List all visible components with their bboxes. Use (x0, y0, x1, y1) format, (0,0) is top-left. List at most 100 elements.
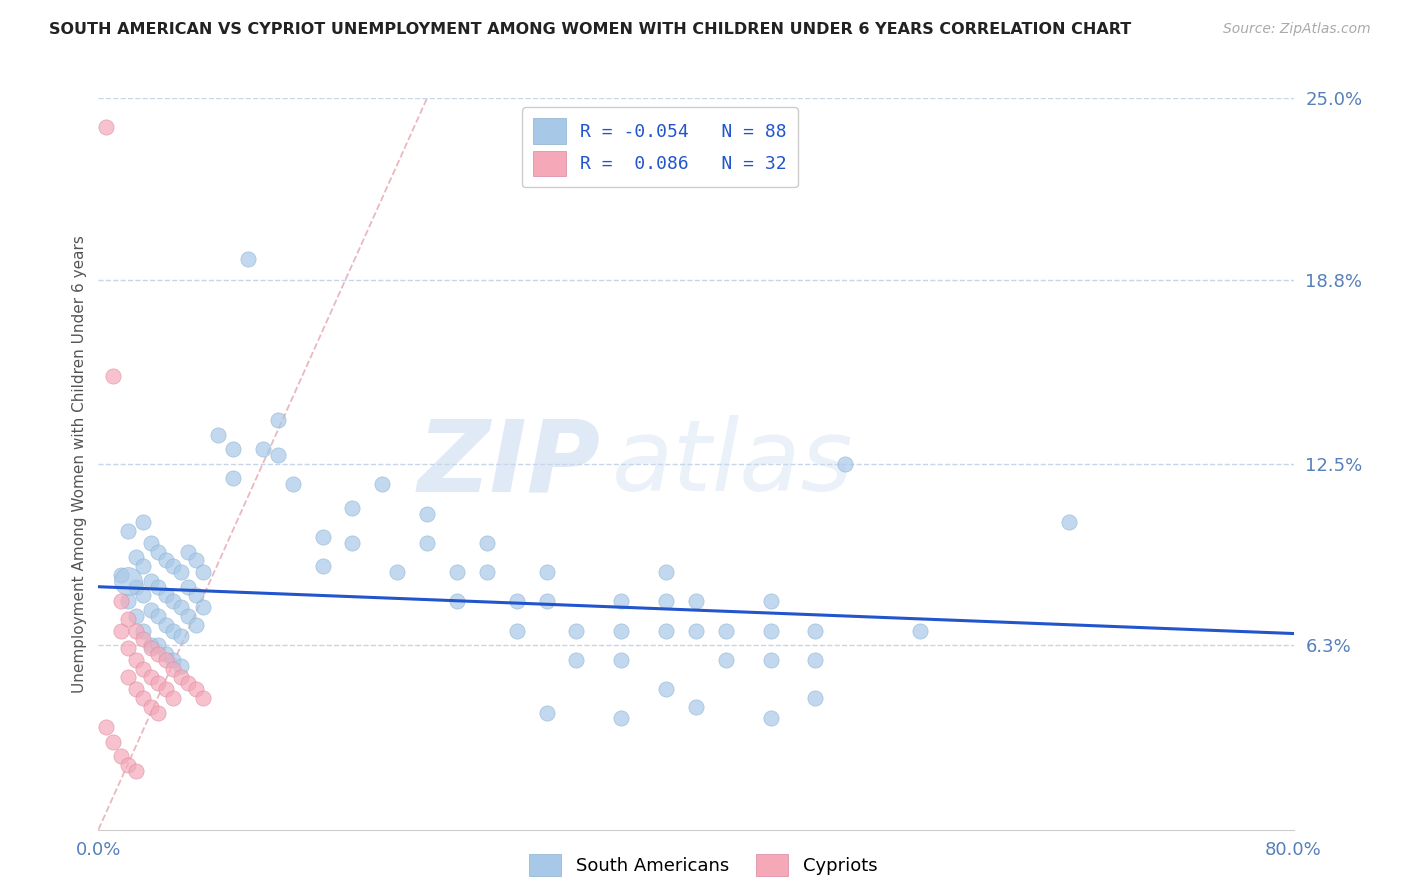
Point (139, 603, 162, 617)
Point (759, 653, 782, 667)
Point (184, 682, 207, 697)
Point (148, 544, 170, 558)
Point (169, 630, 191, 644)
Point (162, 624, 184, 638)
Text: atlas: atlas (613, 416, 853, 512)
Point (311, 559, 333, 574)
Point (281, 477, 304, 491)
Point (139, 574, 162, 588)
Point (139, 638, 162, 652)
Point (385, 565, 409, 579)
Point (685, 624, 707, 638)
Legend: South Americans, Cypriots: South Americans, Cypriots (522, 847, 884, 883)
Point (685, 594, 707, 608)
Point (155, 617, 177, 632)
Point (125, 682, 148, 697)
Point (125, 653, 148, 667)
Point (155, 553, 177, 567)
Point (252, 442, 274, 457)
Point (117, 524, 139, 538)
Point (759, 711, 782, 725)
Point (184, 589, 207, 603)
Point (103, 735, 125, 749)
Point (139, 641, 162, 656)
Point (169, 600, 191, 615)
Point (804, 653, 827, 667)
Point (655, 624, 678, 638)
Point (191, 565, 214, 579)
Point (162, 594, 184, 608)
Point (132, 624, 155, 638)
Point (132, 559, 155, 574)
Point (236, 252, 259, 266)
Point (155, 647, 177, 661)
Point (416, 507, 439, 521)
Text: ZIP: ZIP (418, 416, 600, 512)
Point (110, 568, 132, 582)
Point (117, 758, 139, 772)
Point (117, 670, 139, 684)
Point (162, 653, 184, 667)
Point (184, 553, 207, 567)
Point (804, 624, 827, 638)
Point (267, 448, 290, 462)
Point (804, 690, 827, 705)
Point (184, 617, 207, 632)
Point (834, 457, 856, 471)
Point (148, 580, 170, 594)
Point (1059, 516, 1081, 530)
Point (610, 711, 633, 725)
Point (148, 647, 170, 661)
Point (191, 600, 214, 615)
Point (139, 536, 162, 550)
Point (125, 624, 148, 638)
Text: SOUTH AMERICAN VS CYPRIOT UNEMPLOYMENT AMONG WOMEN WITH CHILDREN UNDER 6 YEARS C: SOUTH AMERICAN VS CYPRIOT UNEMPLOYMENT A… (49, 22, 1132, 37)
Point (655, 594, 678, 608)
Point (169, 565, 191, 579)
Point (117, 574, 139, 588)
Point (148, 609, 170, 624)
Point (177, 609, 200, 624)
Point (759, 594, 782, 608)
Point (162, 559, 184, 574)
Point (169, 658, 191, 673)
Point (267, 413, 290, 427)
Point (655, 682, 678, 697)
Point (222, 442, 245, 457)
Point (759, 624, 782, 638)
Point (117, 594, 139, 608)
Point (94, 720, 117, 734)
Legend: R = -0.054   N = 88, R =  0.086   N = 32: R = -0.054 N = 88, R = 0.086 N = 32 (523, 107, 797, 187)
Point (610, 594, 633, 608)
Point (714, 624, 737, 638)
Point (342, 536, 364, 550)
Point (908, 624, 931, 638)
Point (506, 594, 529, 608)
Point (132, 632, 155, 647)
Point (125, 580, 148, 594)
Point (139, 670, 162, 684)
Point (506, 624, 529, 638)
Point (155, 589, 177, 603)
Point (125, 550, 148, 565)
Point (610, 653, 633, 667)
Point (222, 471, 245, 485)
Point (446, 565, 468, 579)
Point (162, 690, 184, 705)
Point (169, 670, 191, 684)
Point (125, 764, 148, 778)
Point (536, 594, 558, 608)
Point (311, 530, 333, 544)
Point (714, 653, 737, 667)
Point (125, 609, 148, 624)
Y-axis label: Unemployment Among Women with Children Under 6 years: Unemployment Among Women with Children U… (72, 235, 87, 693)
Point (117, 641, 139, 656)
Point (177, 580, 200, 594)
Point (177, 544, 200, 558)
Text: Source: ZipAtlas.com: Source: ZipAtlas.com (1223, 22, 1371, 37)
Point (475, 565, 498, 579)
Point (565, 624, 588, 638)
Point (148, 638, 170, 652)
Point (207, 427, 229, 442)
Point (342, 500, 364, 515)
